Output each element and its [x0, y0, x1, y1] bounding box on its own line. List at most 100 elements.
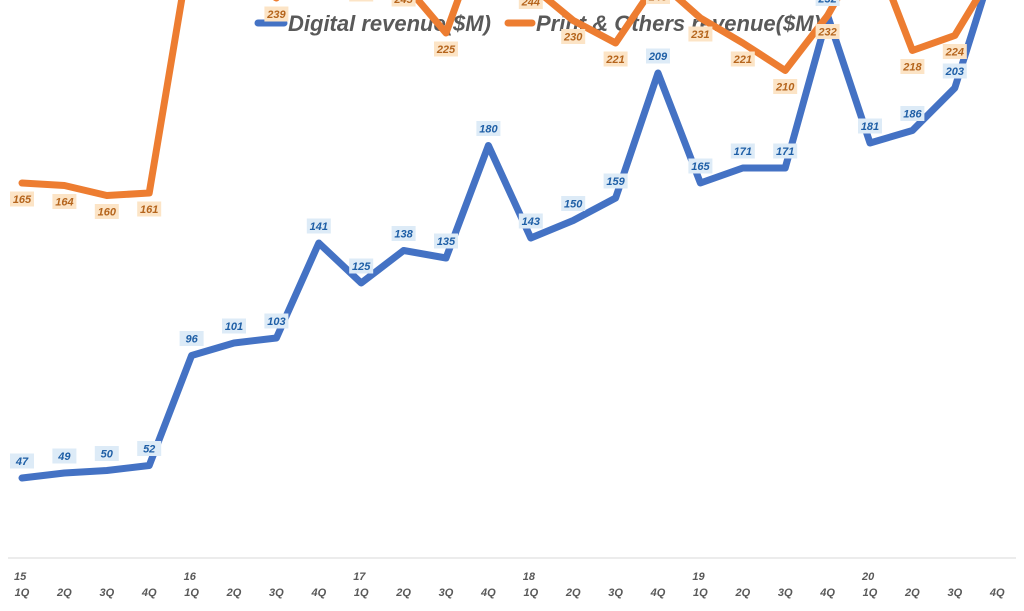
data-label-bg — [10, 191, 34, 207]
data-label: 135 — [434, 233, 458, 249]
data-label-bg — [264, 6, 289, 22]
data-label-bg — [773, 79, 798, 94]
data-label: 52 — [137, 441, 162, 456]
data-label: 101 — [222, 318, 246, 334]
tick-label-quarter: 4Q — [310, 587, 326, 599]
data-label-bg — [603, 173, 628, 189]
data-label: 181 — [858, 118, 882, 134]
data-label-bg — [391, 226, 416, 241]
data-label-text: 160 — [98, 207, 117, 219]
tick-label-quarter: 3Q — [269, 587, 284, 599]
data-label: 210 — [773, 79, 798, 94]
tick-label-year: 18 — [523, 571, 536, 583]
data-label: 225 — [434, 41, 458, 57]
data-label: 50 — [94, 446, 119, 461]
data-label-bg — [688, 158, 713, 174]
tick-label-quarter: 3Q — [99, 587, 114, 599]
data-label-text: 232 — [817, 0, 836, 6]
data-label-bg — [942, 63, 967, 79]
data-label-text: 231 — [690, 29, 709, 41]
data-label-text: 143 — [522, 216, 540, 228]
data-label: 103 — [264, 313, 289, 329]
data-label-bg — [222, 318, 246, 334]
data-label-text: 209 — [648, 51, 668, 63]
data-label-bg — [349, 258, 374, 274]
data-label-bg — [730, 51, 755, 67]
data-label-text: 159 — [606, 176, 625, 188]
data-label: 231 — [688, 26, 713, 42]
data-label-bg — [900, 59, 925, 74]
tick-label-quarter: 2Q — [395, 587, 411, 599]
data-label-bg — [518, 213, 543, 229]
data-label-text: 138 — [394, 229, 413, 241]
tick-label-quarter: 1Q — [15, 587, 30, 599]
data-label: 96 — [179, 331, 204, 346]
data-label: 171 — [730, 143, 755, 159]
data-label: 232 — [815, 0, 840, 6]
data-label-text: 247 — [351, 0, 371, 1]
legend-label-digital: Digital revenue($M) — [288, 11, 491, 36]
tick-label-year: 15 — [14, 571, 27, 583]
data-label-text: 165 — [691, 161, 710, 173]
data-label-text: 96 — [185, 334, 198, 346]
tick-label-quarter: 4Q — [141, 587, 157, 599]
data-label-bg — [646, 0, 670, 4]
data-label: 165 — [688, 158, 713, 174]
data-label-text: 125 — [352, 261, 371, 273]
data-label: 209 — [646, 48, 670, 64]
data-label: 221 — [730, 51, 755, 67]
tick-label-quarter: 3Q — [947, 587, 962, 599]
data-label: 239 — [264, 6, 289, 22]
data-label: 203 — [942, 63, 967, 79]
data-label-bg — [646, 48, 670, 64]
data-label-bg — [603, 51, 628, 67]
data-label-text: 180 — [479, 124, 498, 136]
data-label-text: 244 — [521, 0, 540, 9]
data-label-bg — [434, 233, 458, 249]
data-label: 49 — [52, 448, 77, 464]
data-label-text: 49 — [57, 451, 71, 463]
data-label-text: 245 — [393, 0, 413, 6]
data-label-bg — [137, 201, 162, 217]
tick-label-quarter: 4Q — [989, 587, 1005, 599]
data-label-text: 232 — [817, 27, 836, 39]
data-label-text: 221 — [733, 54, 752, 66]
data-label: 171 — [773, 143, 798, 159]
data-label: 224 — [942, 44, 967, 59]
x-axis-ticks: 15 1Q 2Q 3Q 4Q 16 1Q 2Q 3Q 4Q 17 1Q 2Q 3Q 4Q 18 1Q 2Q 3Q 4Q… — [14, 571, 1005, 599]
legend: Digital revenue($M) Print & Others reven… — [254, 11, 821, 36]
tick-label-quarter: 2Q — [734, 587, 750, 599]
data-label-bg — [137, 441, 162, 456]
tick-label-year: 19 — [692, 571, 705, 583]
data-label-text: 135 — [437, 236, 456, 248]
data-label: 159 — [603, 173, 628, 189]
data-label-text: 171 — [734, 146, 752, 158]
data-label-text: 101 — [225, 321, 243, 333]
tick-label-year: 17 — [353, 571, 366, 583]
tick-label-quarter: 2Q — [565, 587, 581, 599]
data-label: 164 — [52, 194, 77, 209]
data-label-bg — [391, 0, 416, 7]
data-label-bg — [52, 448, 77, 464]
data-label: 165 — [10, 191, 34, 207]
data-label-text: 141 — [310, 221, 328, 233]
data-label-text: 50 — [101, 449, 114, 461]
data-label-text: 103 — [267, 316, 285, 328]
data-label-bg — [561, 196, 586, 211]
data-label-text: 186 — [903, 109, 922, 121]
data-label-text: 52 — [143, 444, 155, 456]
data-label-text: 239 — [266, 9, 286, 21]
data-label: 160 — [94, 204, 119, 219]
tick-label-quarter: 1Q — [693, 587, 708, 599]
tick-label-quarter: 4Q — [819, 587, 835, 599]
data-label-text: 246 — [648, 0, 668, 4]
tick-label-quarter: 3Q — [608, 587, 623, 599]
series-layer — [18, 0, 987, 482]
series-line-1 — [18, 0, 981, 199]
tick-label-quarter: 4Q — [480, 587, 496, 599]
data-label-text: 224 — [945, 47, 964, 59]
data-label: 221 — [603, 51, 628, 67]
data-label-bg — [434, 41, 458, 57]
data-label: 47 — [10, 453, 34, 469]
data-label-bg — [942, 44, 967, 59]
